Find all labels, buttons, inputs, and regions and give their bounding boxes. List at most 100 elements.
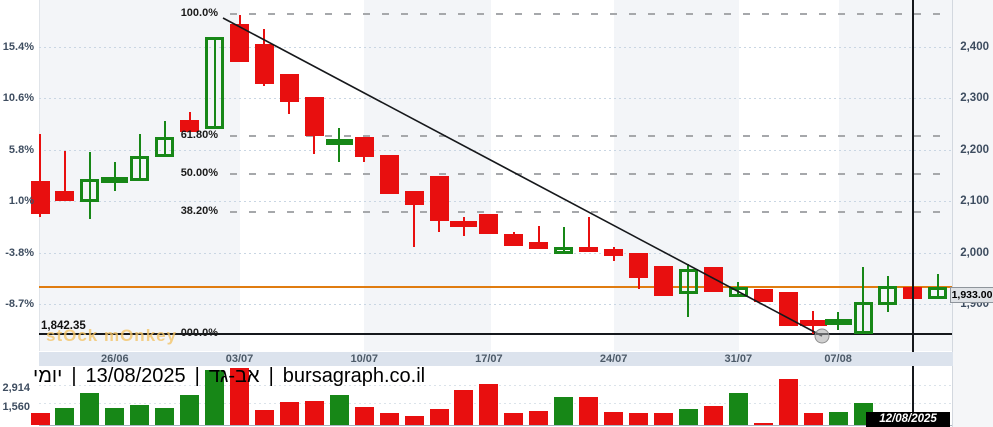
volume-bar[interactable] [778, 379, 798, 425]
x-axis-date-label[interactable]: 17/07 [475, 353, 503, 365]
volume-bar[interactable] [30, 413, 50, 425]
candle-body[interactable] [80, 179, 100, 202]
candle-body[interactable] [579, 247, 599, 252]
candle-body[interactable] [878, 286, 898, 305]
candle-doji-bar[interactable] [325, 139, 353, 145]
candle-body[interactable] [429, 176, 449, 221]
candle-body[interactable] [479, 214, 499, 234]
volume-bar[interactable] [304, 401, 324, 425]
x-axis-date-label[interactable]: 24/07 [599, 353, 628, 365]
candle-body[interactable] [753, 289, 773, 302]
candle-body[interactable] [629, 253, 649, 278]
candle-body[interactable] [180, 120, 200, 132]
volume-bar[interactable] [180, 395, 200, 425]
footer-separator: | [268, 365, 274, 387]
candle-wick [88, 152, 91, 219]
left-axis-label: -8.7% [5, 298, 34, 310]
volume-bar[interactable] [329, 395, 349, 425]
candle-body[interactable] [254, 44, 274, 84]
volume-bar[interactable] [354, 407, 374, 425]
x-axis-date-label[interactable]: 03/07 [225, 353, 254, 365]
chart-footer-title: יומי | 13/08/2025 | אב-גד | bursagraph.c… [33, 363, 425, 389]
volume-bar[interactable] [155, 408, 175, 425]
volume-bar[interactable] [828, 412, 848, 425]
candle-body[interactable] [30, 181, 50, 214]
volume-bar[interactable] [579, 397, 599, 425]
candle-body[interactable] [130, 156, 150, 181]
volume-bar[interactable] [629, 413, 649, 425]
candle-doji-bar[interactable] [450, 221, 478, 227]
footer-period: יומי [33, 365, 63, 387]
candle-body[interactable] [379, 155, 399, 194]
volume-axis-label: 2,914 [2, 382, 30, 394]
volume-bar[interactable] [529, 411, 549, 425]
x-axis-date-label[interactable]: 10/07 [350, 353, 378, 365]
volume-bar[interactable] [479, 384, 499, 425]
volume-bar[interactable] [753, 423, 773, 425]
candle-body[interactable] [504, 234, 524, 246]
candle-body[interactable] [928, 287, 948, 299]
volume-bar[interactable] [205, 370, 225, 425]
candle-doji-bar[interactable] [824, 319, 852, 325]
left-axis-label: 5.8% [8, 144, 34, 156]
candle-wick [886, 276, 889, 312]
candle-body[interactable] [778, 292, 798, 326]
volume-bar[interactable] [379, 413, 399, 425]
candle-body[interactable] [279, 74, 299, 102]
price-gridline [39, 98, 952, 99]
volume-bar[interactable] [654, 413, 673, 425]
volume-bar[interactable] [105, 408, 125, 425]
volume-bar[interactable] [803, 413, 823, 425]
footer-site-link[interactable]: bursagraph.co.il [282, 365, 426, 387]
left-axis-label: 15.4% [2, 41, 34, 53]
volume-bar[interactable] [504, 413, 524, 425]
date-axis-band [39, 352, 953, 366]
candle-body[interactable] [853, 302, 873, 334]
candle-wick [213, 37, 216, 129]
volume-bar[interactable] [254, 410, 274, 425]
right-axis-label: 2,300 [960, 92, 989, 104]
candle-body[interactable] [554, 247, 574, 254]
week-band [614, 0, 739, 351]
candle-body[interactable] [404, 191, 424, 205]
fib-level-label: 50.00% [180, 167, 218, 179]
candle-doji-bar[interactable] [101, 177, 129, 183]
candle-body[interactable] [304, 97, 324, 136]
candle-body[interactable] [230, 24, 250, 62]
x-axis-date-label[interactable]: 31/07 [724, 353, 753, 365]
volume-bar[interactable] [279, 402, 299, 425]
volume-bar[interactable] [130, 405, 150, 425]
volume-bar[interactable] [604, 412, 624, 425]
price-gridline [39, 201, 952, 202]
volume-bar[interactable] [678, 409, 698, 425]
x-axis-date-label[interactable]: 26/06 [101, 353, 129, 365]
price-gridline [39, 304, 952, 305]
candle-body[interactable] [678, 269, 698, 294]
candle-body[interactable] [728, 287, 748, 297]
candle-body[interactable] [529, 242, 549, 249]
candle-body[interactable] [654, 266, 673, 296]
candle-body[interactable] [703, 267, 723, 292]
volume-bar[interactable] [703, 406, 723, 425]
volume-bar[interactable] [55, 408, 75, 425]
volume-bar[interactable] [728, 393, 748, 425]
candle-body[interactable] [205, 37, 225, 129]
volume-bar[interactable] [230, 368, 250, 425]
x-axis-date-label[interactable]: 07/08 [824, 353, 852, 365]
candle-wick [39, 134, 41, 217]
candle-doji-bar[interactable] [799, 320, 827, 326]
volume-bar[interactable] [80, 393, 100, 425]
candle-wick [63, 151, 66, 201]
crosshair-vline [911, 0, 914, 426]
candle-body[interactable] [354, 137, 374, 157]
candle-body[interactable] [155, 137, 175, 157]
candle-body[interactable] [55, 191, 75, 201]
volume-bar[interactable] [454, 390, 474, 425]
volume-bar[interactable] [554, 397, 574, 425]
volume-bar[interactable] [429, 409, 449, 425]
candle-body[interactable] [604, 249, 624, 256]
trend-line-end-handle[interactable] [814, 328, 830, 344]
volume-bar[interactable] [404, 416, 424, 425]
fib-level-label: 100.0% [180, 7, 218, 19]
